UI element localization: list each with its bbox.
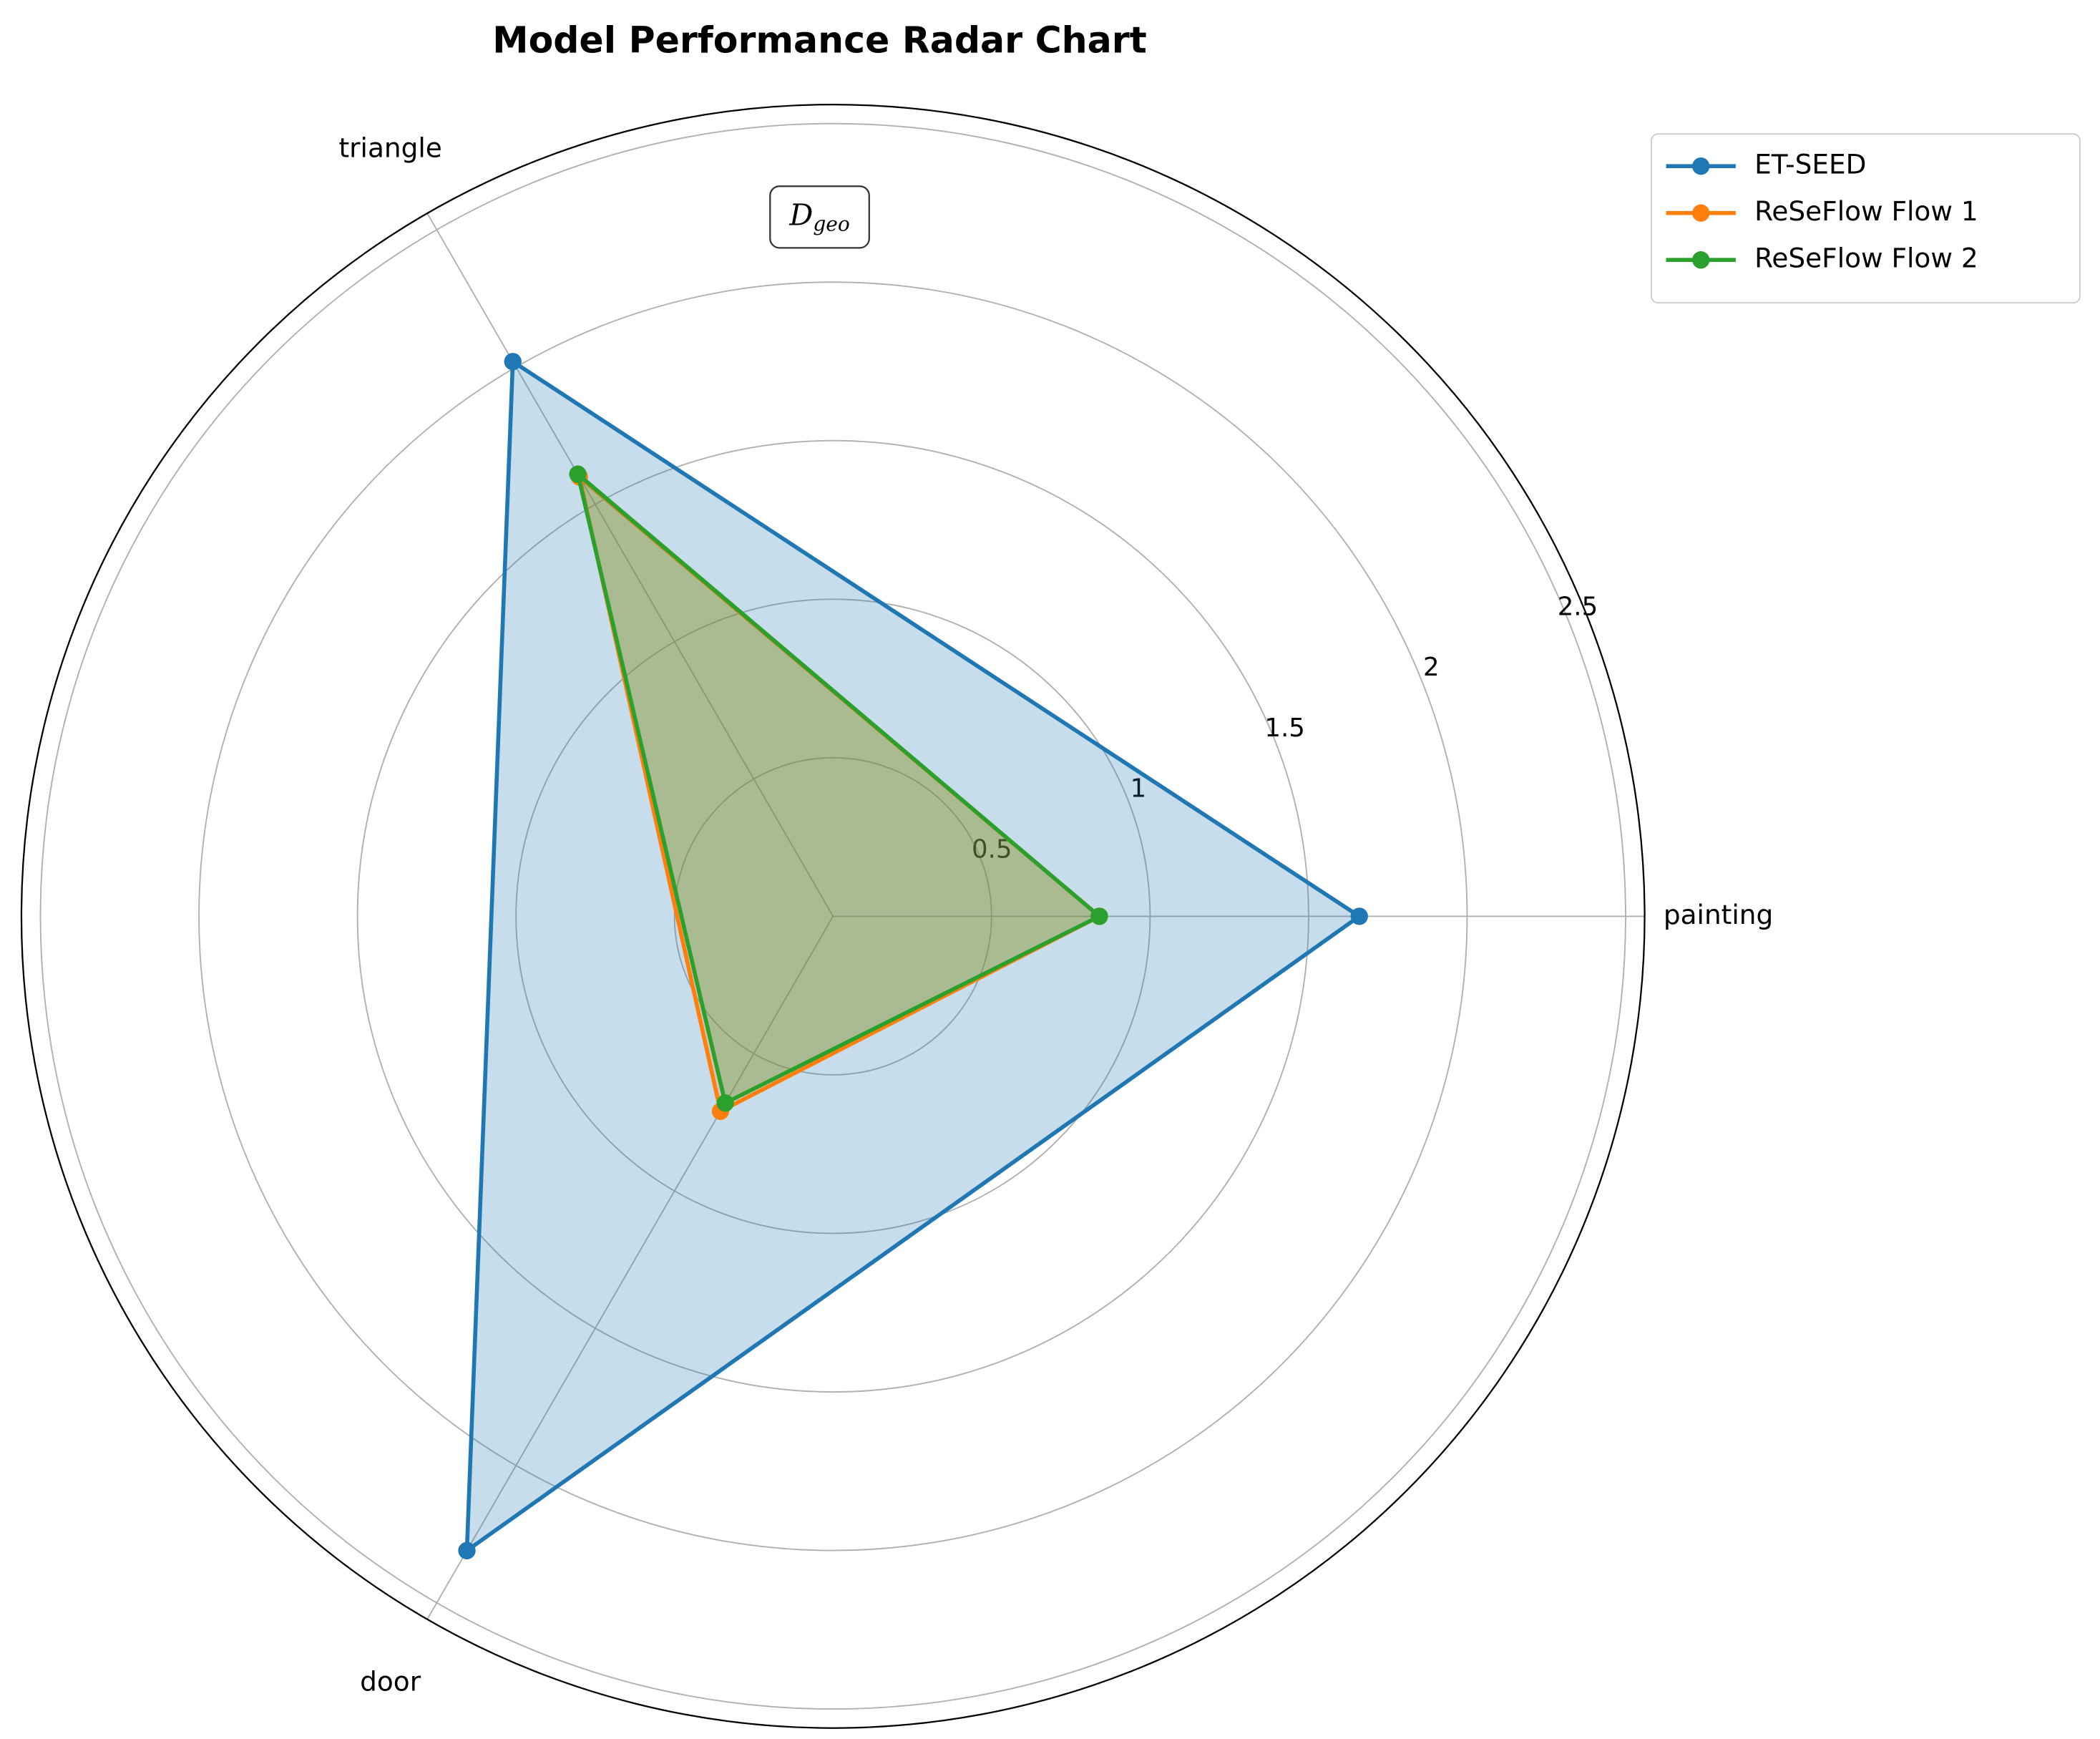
series-area [579, 477, 1100, 1111]
grid-spoke [426, 213, 834, 917]
annotation: Dgeo [769, 185, 870, 249]
category-label: triangle [338, 132, 441, 163]
r-tick-label: 0.5 [972, 834, 1012, 864]
legend-label: ReSeFlow Flow 1 [1754, 195, 1978, 227]
annotation-main: D [788, 198, 813, 232]
r-tick-label: 2.5 [1558, 592, 1598, 621]
series-line [574, 468, 1103, 1106]
category-label: painting [1664, 899, 1773, 930]
legend-label: ET-SEED [1754, 149, 1866, 180]
r-tick-label: 1.5 [1264, 713, 1305, 743]
legend-marker [1692, 204, 1710, 222]
point [716, 1094, 734, 1112]
series-line [464, 358, 1363, 1555]
annotation-box [769, 185, 870, 249]
series-area [467, 361, 1359, 1551]
point [1350, 907, 1368, 925]
chart-title: Model Performance Radar Chart [492, 19, 1147, 61]
point [569, 465, 587, 483]
r-tick-label: 2 [1423, 653, 1440, 682]
legend: ET-SEED ReSeFlow Flow 1 ReSeFlow Flow 2 [1651, 133, 2081, 304]
polar-spine [20, 103, 1646, 1729]
legend-marker [1692, 157, 1710, 175]
grid-spoke [426, 915, 834, 1620]
point [504, 353, 522, 371]
r-tick-label: 1 [1130, 774, 1147, 804]
legend-marker [1692, 251, 1710, 269]
point [1090, 907, 1108, 925]
series-area [577, 474, 1100, 1104]
point [458, 1541, 476, 1559]
category-label: door [360, 1665, 421, 1697]
annotation-sub: geo [813, 212, 849, 235]
annotation-text: Dgeo [788, 198, 849, 235]
legend-box [1651, 133, 2081, 304]
legend-label: ReSeFlow Flow 2 [1754, 243, 1978, 274]
